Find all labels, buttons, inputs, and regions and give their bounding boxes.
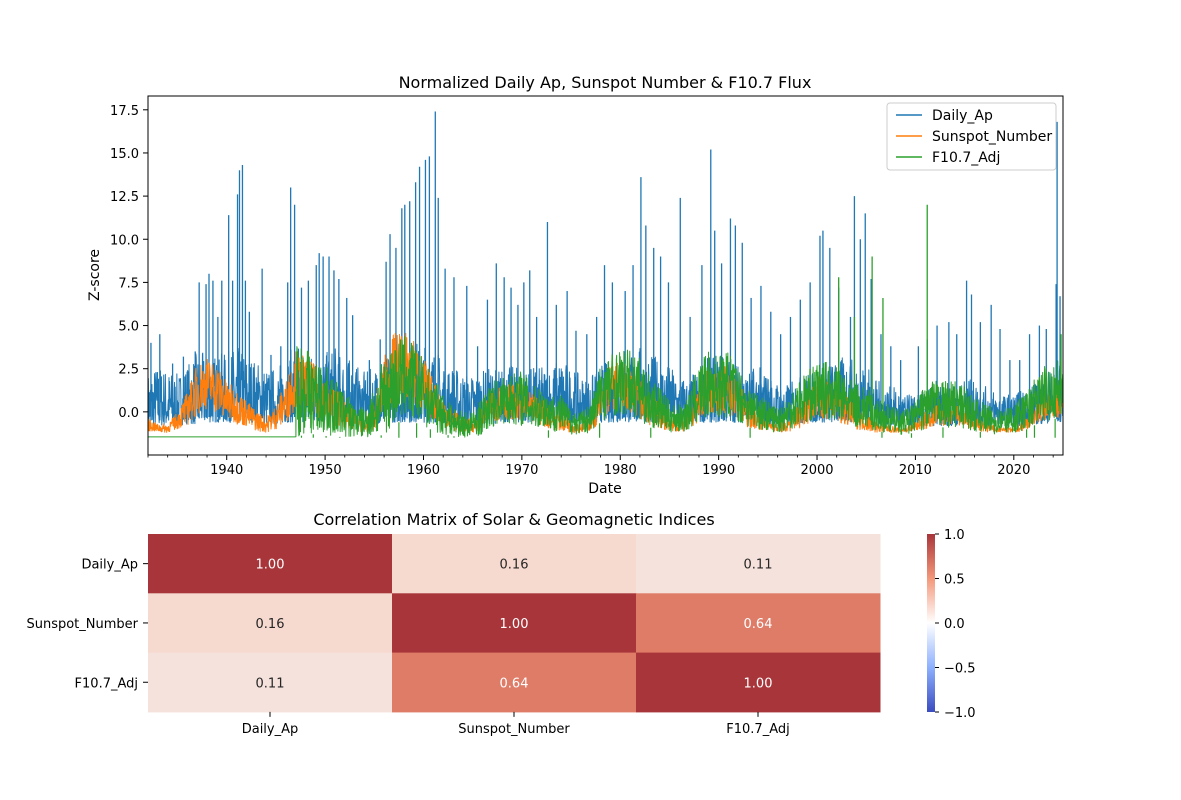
- y-axis: 0.0 2.5 5.0 7.5 10.0 12.5 15.0 17.5: [110, 104, 148, 421]
- series-line-f10-7-adj: [295, 336, 1063, 438]
- heatmap-cell: [148, 534, 393, 594]
- plot-frame: [147, 95, 1064, 456]
- legend-label-sunspot-number: Sunspot_Number: [932, 129, 1052, 145]
- y-tick-label: 15.0: [110, 147, 139, 162]
- heatmap-cell: [392, 593, 637, 654]
- heatmap-cell: [148, 652, 393, 713]
- heatmap-cell: [636, 652, 881, 713]
- legend-frame: [886, 102, 1057, 171]
- heatmap-chart: Correlation Matrix of Solar & Geomagneti…: [26, 510, 975, 737]
- x-tick-label: 1940: [210, 463, 243, 478]
- x-tick-label: 1990: [702, 463, 735, 478]
- heatmap-value-label: 0.64: [500, 676, 529, 691]
- x-tick-label: 1950: [309, 463, 342, 478]
- heatmap-value-label: 1.00: [256, 558, 285, 573]
- heatmap-title: Correlation Matrix of Solar & Geomagneti…: [313, 510, 714, 529]
- x-tick-label: 2000: [800, 463, 833, 478]
- y-tick-label: 5.0: [118, 320, 139, 335]
- x-tick-label: 1970: [505, 463, 538, 478]
- colorbar: [927, 534, 935, 712]
- heatmap-cell: [636, 593, 881, 654]
- heatmap-value-label: 0.16: [256, 617, 285, 632]
- x-axis: 1940 1950 1960 1970 1980 1990 2000 2010 2020: [147, 455, 1054, 478]
- x-tick-label: 2020: [997, 463, 1030, 478]
- heatmap-cells: 1.00 0.16 0.11 0.16 1.00 0.64 0.11 0.64 1.00: [148, 534, 881, 713]
- heatmap-col-label: F10.7_Adj: [726, 722, 789, 737]
- heatmap-cell: [636, 534, 881, 594]
- heatmap-row-label: Daily_Ap: [81, 558, 138, 573]
- y-tick-label: 2.5: [118, 363, 139, 378]
- legend-label-daily-ap: Daily_Ap: [932, 108, 993, 124]
- colorbar-tick-label: 0.0: [944, 617, 965, 632]
- x-tick-label: 2010: [899, 463, 932, 478]
- heatmap-col-label: Sunspot_Number: [458, 722, 570, 737]
- heatmap-axis-labels: Daily_Ap Sunspot_Number F10.7_Adj Daily_Ap S…: [26, 558, 789, 737]
- x-axis-label: Date: [588, 481, 621, 497]
- heatmap-row-label: F10.7_Adj: [75, 676, 138, 691]
- line-chart-title: Normalized Daily Ap, Sunspot Number & F1…: [399, 73, 812, 92]
- heatmap-col-label: Daily_Ap: [242, 722, 299, 737]
- heatmap-value-label: 0.16: [500, 558, 529, 573]
- y-tick-label: 7.5: [118, 276, 139, 291]
- line-chart: Normalized Daily Ap, Sunspot Number & F1…: [87, 73, 1064, 497]
- heatmap-cell: [392, 534, 637, 594]
- heatmap-cell: [392, 652, 637, 713]
- heatmap-value-label: 0.11: [256, 676, 285, 691]
- y-tick-label: 0.0: [118, 406, 139, 421]
- legend-label-f10-7-adj: F10.7_Adj: [932, 150, 1000, 166]
- colorbar-tick-label: 0.5: [944, 573, 965, 588]
- legend: Daily_Ap Sunspot_Number F10.7_Adj: [886, 102, 1057, 171]
- y-tick-label: 12.5: [110, 190, 139, 205]
- y-tick-label: 10.0: [110, 233, 139, 248]
- series-layer: [148, 111, 1063, 438]
- y-tick-label: 17.5: [110, 104, 139, 119]
- colorbar-tick-label: 1.0: [944, 528, 965, 543]
- y-axis-label: Z-score: [87, 249, 103, 301]
- heatmap-value-label: 0.11: [744, 558, 773, 573]
- heatmap-value-label: 1.00: [744, 676, 773, 691]
- colorbar-axis: 1.0 0.5 0.0 −0.5 −1.0: [935, 528, 976, 721]
- series-f10-7-adj: [148, 204, 1063, 438]
- heatmap-cell: [148, 593, 393, 654]
- heatmap-value-label: 0.64: [744, 617, 773, 632]
- colorbar-tick-label: −1.0: [944, 706, 976, 721]
- heatmap-value-label: 1.00: [500, 617, 529, 632]
- colorbar-tick-label: −0.5: [944, 662, 976, 677]
- heatmap-row-label: Sunspot_Number: [26, 617, 138, 632]
- x-tick-label: 1980: [604, 463, 637, 478]
- x-tick-label: 1960: [407, 463, 440, 478]
